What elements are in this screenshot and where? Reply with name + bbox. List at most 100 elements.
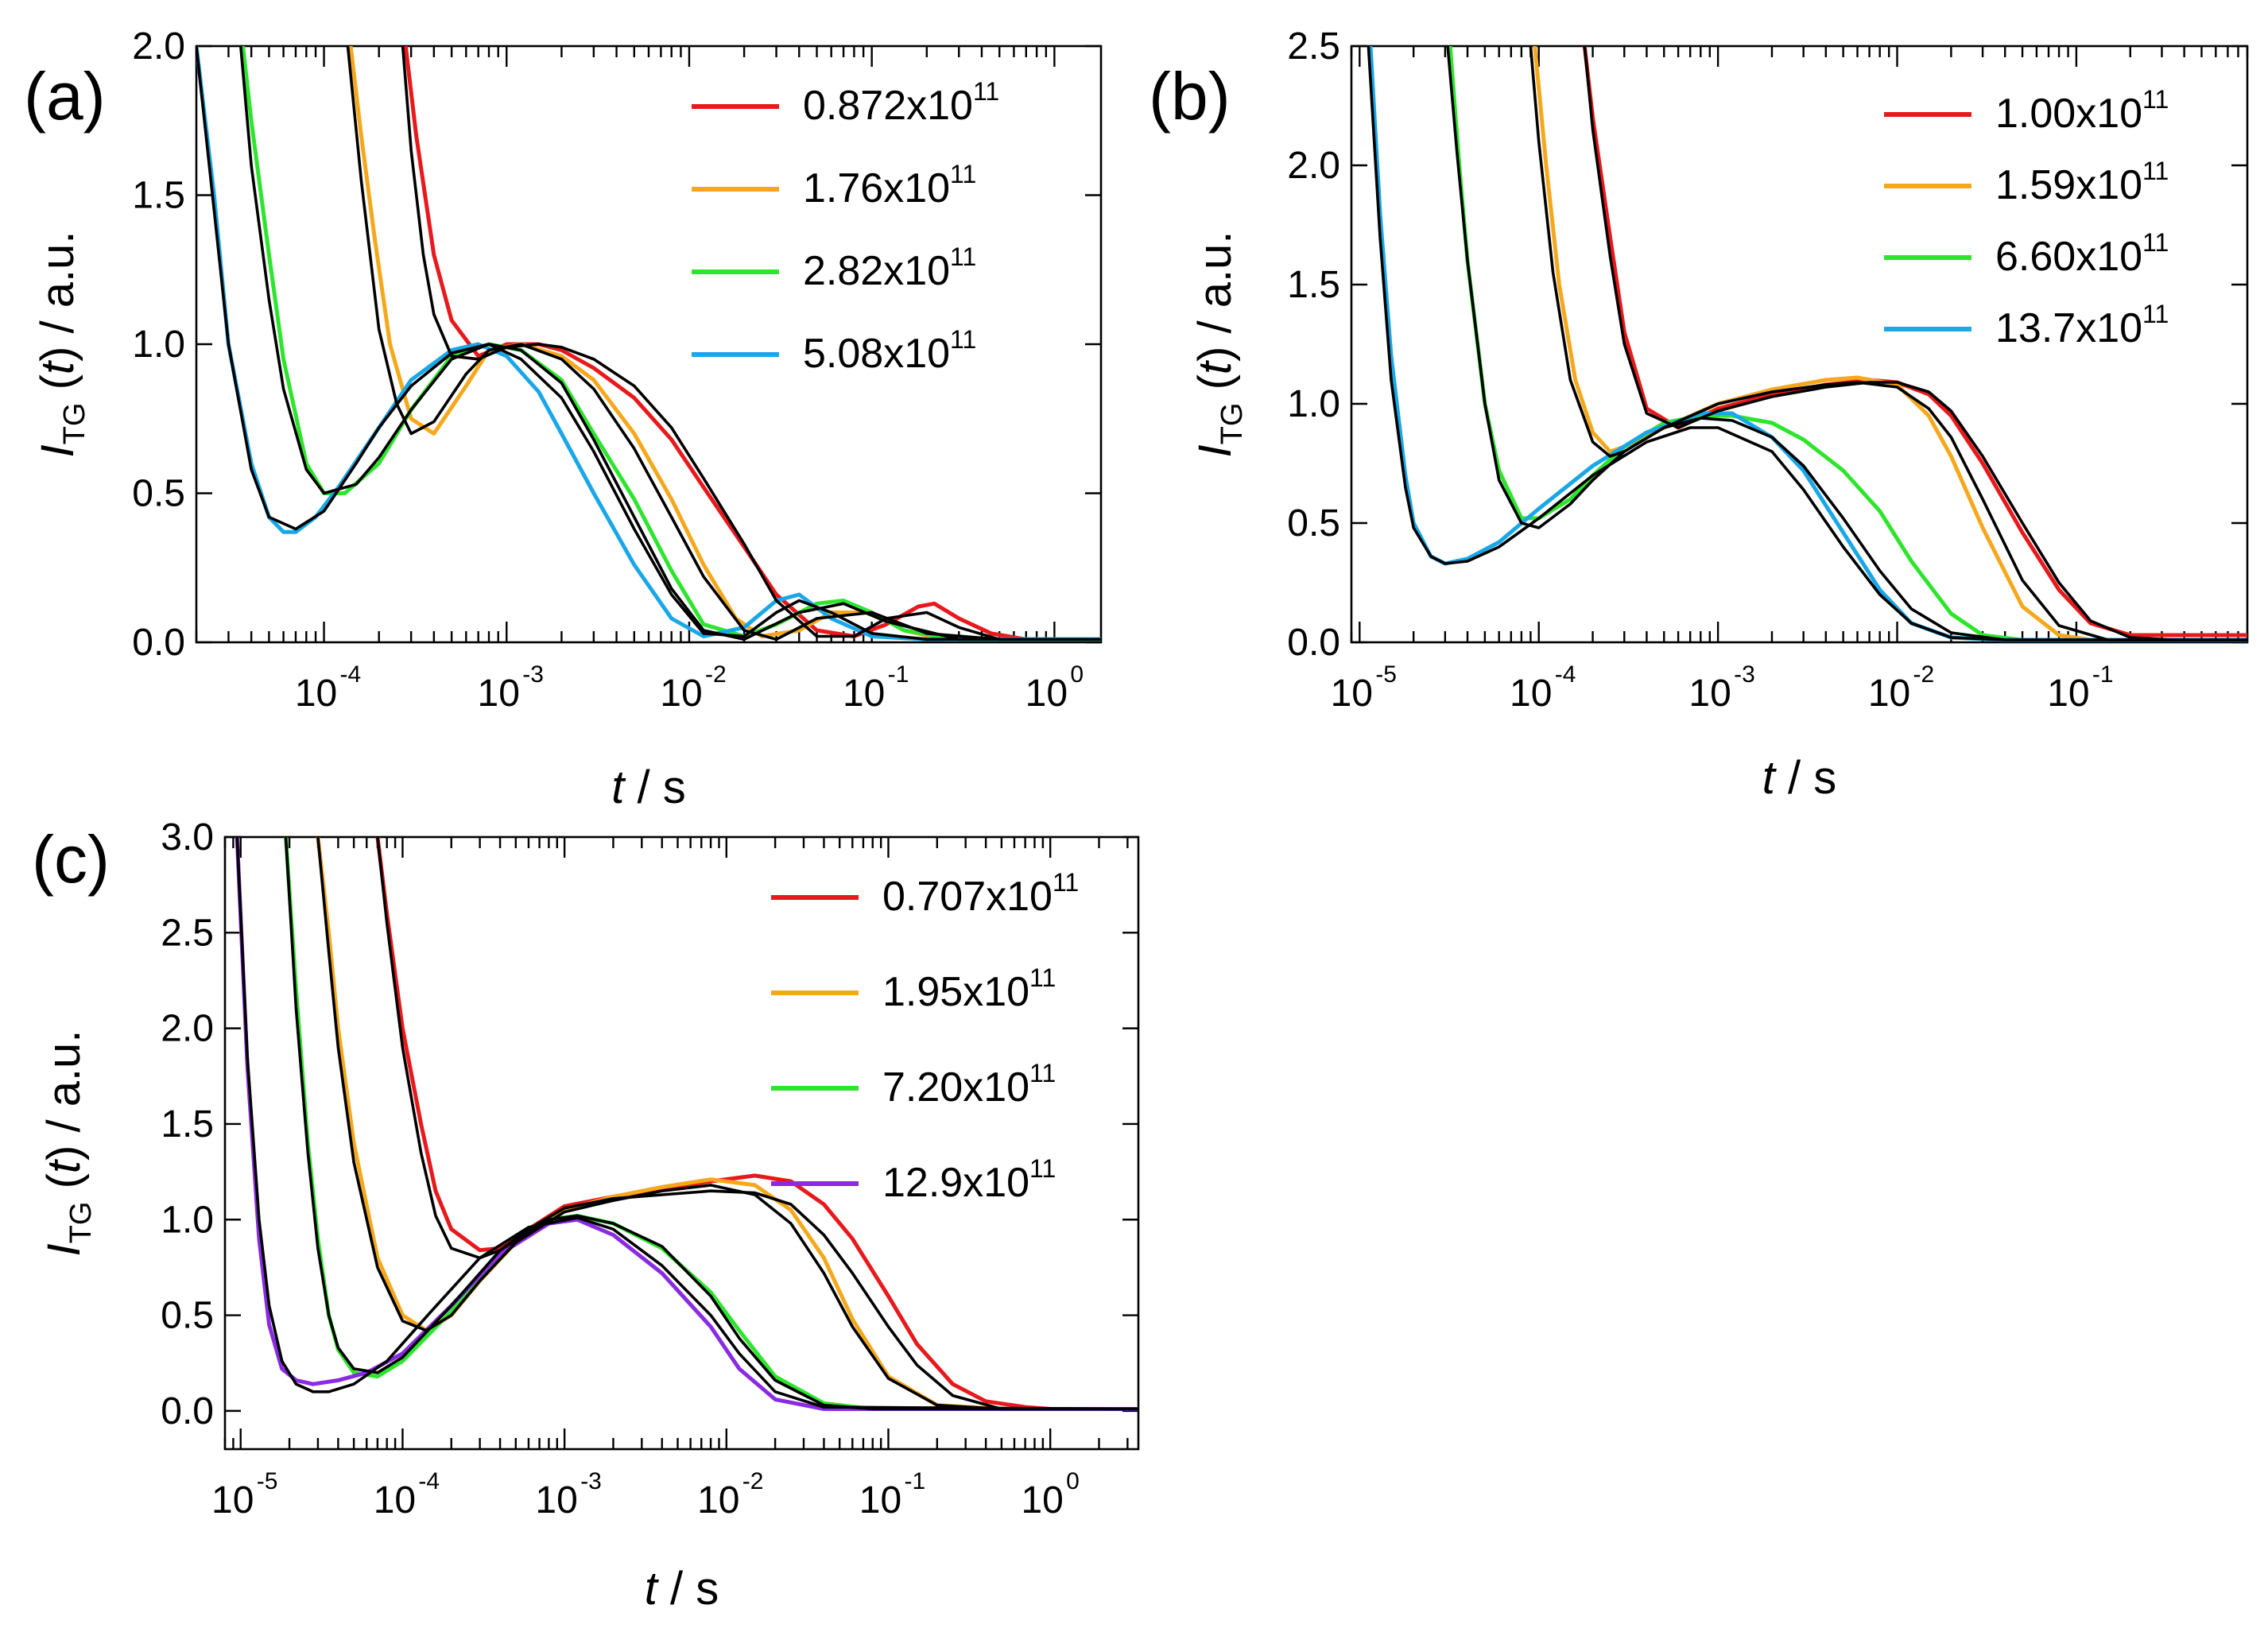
legend-label: 6.60x1011 <box>1995 228 2169 280</box>
legend-label: 12.9x1011 <box>882 1154 1056 1206</box>
panel-label: (b) <box>1149 59 1231 134</box>
y-tick-label: 0.5 <box>132 473 185 515</box>
legend-label: 1.59x1011 <box>1995 157 2169 208</box>
series-line-3 <box>241 46 1101 642</box>
series-line-2 <box>348 46 1101 642</box>
panel-label: (a) <box>24 59 106 134</box>
x-axis-title: t / s <box>1762 752 1836 804</box>
legend-label-base: 1.59x10 <box>1995 162 2142 208</box>
x-tick-exponent: -4 <box>1555 661 1576 688</box>
y-axis-title: ITG (t) / a.u. <box>32 231 91 458</box>
legend-label-base: 5.08x10 <box>803 331 950 377</box>
plot-area <box>196 46 1101 642</box>
fit-line-2 <box>1529 46 2247 642</box>
x-tick-exponent: -5 <box>1375 661 1397 688</box>
legend-label-base: 1.76x10 <box>803 165 950 211</box>
legend-label-exponent: 11 <box>1029 963 1056 992</box>
fit-line-2 <box>316 837 1138 1411</box>
y-tick-label: 2.5 <box>161 912 214 954</box>
fit-line-4 <box>196 46 1101 642</box>
y-tick-label: 1.5 <box>132 175 185 217</box>
y-tick-label: 0.0 <box>1287 622 1340 664</box>
x-tick-label: 10 <box>374 1479 416 1521</box>
y-tick-label: 2.5 <box>1287 25 1340 68</box>
y-axis-paren: ( <box>1189 374 1241 402</box>
fit-line-2 <box>346 46 1101 642</box>
x-tick-exponent: -3 <box>522 661 544 688</box>
y-axis-var2: t <box>32 359 83 374</box>
legend-label-base: 0.707x10 <box>882 874 1053 920</box>
legend-label-base: 2.82x10 <box>803 248 950 294</box>
series-line-1 <box>375 837 1138 1411</box>
panel-b-chart: 0.00.51.01.52.02.510 -5 10 -4 10 -3 10 -2 10 -1t … <box>1149 25 2249 804</box>
x-tick-exponent: -1 <box>888 661 909 688</box>
y-axis-var2: t <box>38 1158 90 1173</box>
plot-frame <box>223 835 1140 1451</box>
x-tick-exponent: -4 <box>418 1468 440 1494</box>
x-tick-label: 10 <box>1021 1479 1063 1521</box>
fit-line-3 <box>239 46 1101 642</box>
fit-line-3 <box>284 837 1138 1411</box>
x-axis-unit: / s <box>1775 752 1836 804</box>
legend-label-exponent: 11 <box>2142 85 2169 114</box>
x-axis-title: t / s <box>611 762 685 813</box>
y-tick-label: 0.0 <box>161 1390 214 1432</box>
x-axis-unit: / s <box>657 1563 719 1614</box>
series-line-4 <box>196 46 1101 642</box>
legend-label: 0.872x1011 <box>803 77 999 129</box>
y-axis-var2: t <box>1189 359 1241 374</box>
series-line-4 <box>1368 46 2247 642</box>
legend-label-exponent: 11 <box>2142 157 2169 185</box>
legend-label-exponent: 11 <box>2142 300 2169 328</box>
legend-label-exponent: 11 <box>950 325 976 354</box>
x-axis-var: t <box>1762 752 1778 804</box>
legend-label: 7.20x1011 <box>882 1059 1056 1111</box>
y-axis-subscript: TG <box>1215 403 1249 445</box>
legend-label-exponent: 11 <box>950 242 976 271</box>
legend-label: 13.7x1011 <box>1995 300 2169 351</box>
legend-label: 5.08x1011 <box>803 325 976 377</box>
legend-label-base: 13.7x10 <box>1995 305 2142 351</box>
y-axis-subscript: TG <box>58 403 91 445</box>
series-line-1 <box>1582 46 2247 638</box>
y-axis-unit: ) / a.u. <box>32 231 83 362</box>
legend-label-exponent: 11 <box>973 77 999 106</box>
plot-area <box>1367 46 2247 642</box>
x-tick-label: 10 <box>859 1479 901 1521</box>
x-tick-exponent: -3 <box>1734 661 1755 688</box>
legend-label-base: 0.872x10 <box>803 83 973 129</box>
x-tick-label: 10 <box>1510 673 1552 715</box>
x-tick-label: 10 <box>1688 673 1731 715</box>
y-axis-paren: ( <box>38 1173 90 1201</box>
fit-line-1 <box>1583 46 2247 642</box>
legend-label-base: 6.60x10 <box>1995 234 2142 280</box>
panel-c-chart: 0.00.51.01.52.02.53.010 -5 10 -4 10 -3 10 -2 10-… <box>32 816 1140 1614</box>
x-tick-exponent: 0 <box>1066 1468 1080 1494</box>
y-axis-var: I <box>38 1243 90 1256</box>
y-tick-label: 0.5 <box>1287 502 1340 545</box>
y-tick-label: 2.0 <box>1287 145 1340 187</box>
panel-label: (c) <box>32 822 110 897</box>
x-tick-label: 10 <box>478 673 520 715</box>
fit-line-4 <box>235 837 1138 1411</box>
fit-line-4 <box>1367 46 2247 642</box>
x-tick-label: 10 <box>2047 673 2089 715</box>
x-tick-label: 10 <box>843 673 885 715</box>
legend-label-exponent: 11 <box>1029 1154 1056 1183</box>
y-axis-var: I <box>1189 444 1241 457</box>
x-tick-label: 10 <box>535 1479 577 1521</box>
x-tick-label: 10 <box>697 1479 739 1521</box>
y-axis-title: ITG (t) / a.u. <box>38 1030 98 1257</box>
x-tick-label: 10 <box>211 1479 254 1521</box>
fit-line-1 <box>401 46 1101 642</box>
x-tick-label: 10 <box>1868 673 1910 715</box>
legend-label-base: 1.00x10 <box>1995 91 2142 137</box>
x-axis-title: t / s <box>645 1563 719 1614</box>
y-tick-label: 0.5 <box>161 1295 214 1337</box>
y-axis-subscript: TG <box>64 1202 98 1244</box>
panel-a-chart: 0.00.51.01.52.010 -4 10 -3 10 -2 10 -1 10 0t / sI… <box>24 25 1103 813</box>
y-tick-label: 1.0 <box>1287 383 1340 425</box>
series-line-2 <box>1533 46 2247 642</box>
x-axis-var: t <box>611 762 626 813</box>
